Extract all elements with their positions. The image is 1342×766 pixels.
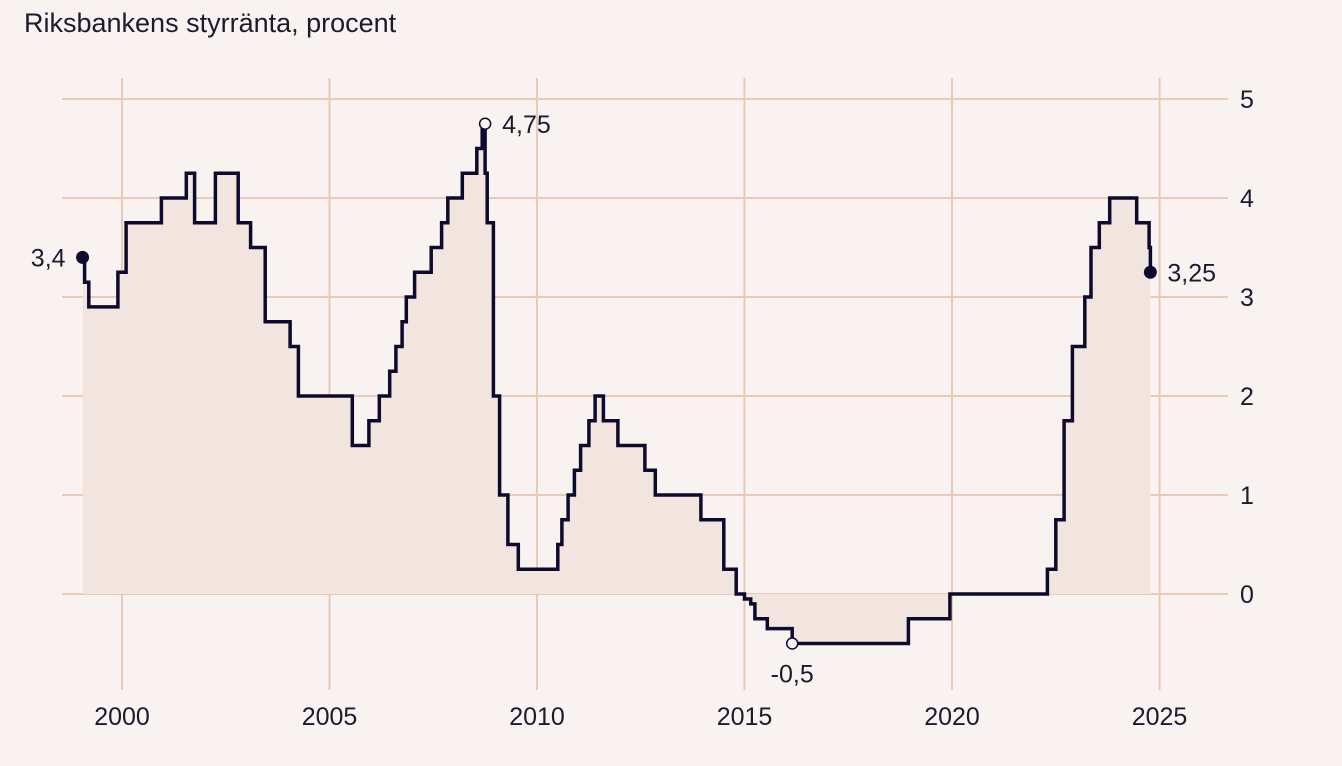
data-label: 4,75 (502, 111, 551, 139)
point-marker-open (478, 117, 492, 130)
area-fill (82, 123, 1151, 644)
data-label: 3,4 (31, 244, 66, 272)
data-label: 3,25 (1167, 259, 1216, 287)
x-tick-label: 2005 (302, 703, 358, 731)
tick-labels: 0 1 2 3 4 5 2000 2005 2010 2015 2020 2025 (94, 86, 1254, 731)
x-tick-label: 2010 (509, 703, 565, 731)
y-tick-label: 0 (1240, 581, 1254, 609)
y-tick-label: 2 (1240, 383, 1254, 411)
x-tick-label: 2000 (94, 703, 150, 731)
x-tick-label: 2020 (924, 703, 980, 731)
y-tick-label: 1 (1240, 482, 1254, 510)
y-tick-label: 3 (1240, 284, 1254, 312)
data-label: -0,5 (771, 661, 814, 689)
chart-title: Riksbankens styrränta, procent (24, 8, 397, 38)
series-line (82, 122, 1153, 646)
point-marker-open (785, 637, 799, 650)
point-marker (1143, 265, 1157, 279)
x-tick-label: 2025 (1132, 703, 1188, 731)
area-fill-group (82, 123, 1151, 644)
x-tick-label: 2015 (717, 703, 773, 731)
series-line-group (82, 122, 1153, 646)
point-marker (76, 250, 90, 264)
y-tick-label: 5 (1240, 86, 1254, 114)
y-tick-label: 4 (1240, 185, 1254, 213)
annotations: 3,4 4,75 -0,5 3,25 (31, 111, 1216, 689)
